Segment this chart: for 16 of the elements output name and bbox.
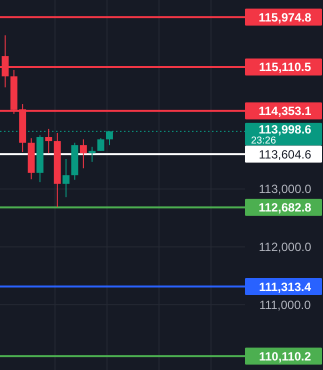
candlestick (80, 138, 87, 169)
ref-line-label: 112,682.8 (258, 200, 312, 215)
candlestick (62, 158, 70, 198)
ref-line-label: 114,353.1 (258, 104, 312, 118)
ref-line-label: 111,313.4 (258, 280, 312, 294)
candlestick (97, 138, 104, 152)
y-tick-label: 111,000.0 (259, 298, 312, 312)
candlestick (45, 128, 52, 154)
ref-line-label: 113,998.6 (258, 122, 312, 137)
y-tick-label: 113,000.0 (258, 182, 312, 196)
ref-line-label: 115,974.8 (258, 10, 312, 24)
ref-line-label: 115,110.5 (258, 60, 312, 74)
text: 23:26 (251, 135, 276, 146)
ref-line-label: 110,110.2 (258, 349, 312, 364)
y-tick-label: 112,000.0 (258, 240, 312, 254)
ref-line-label: 113,604.6 (258, 147, 312, 162)
